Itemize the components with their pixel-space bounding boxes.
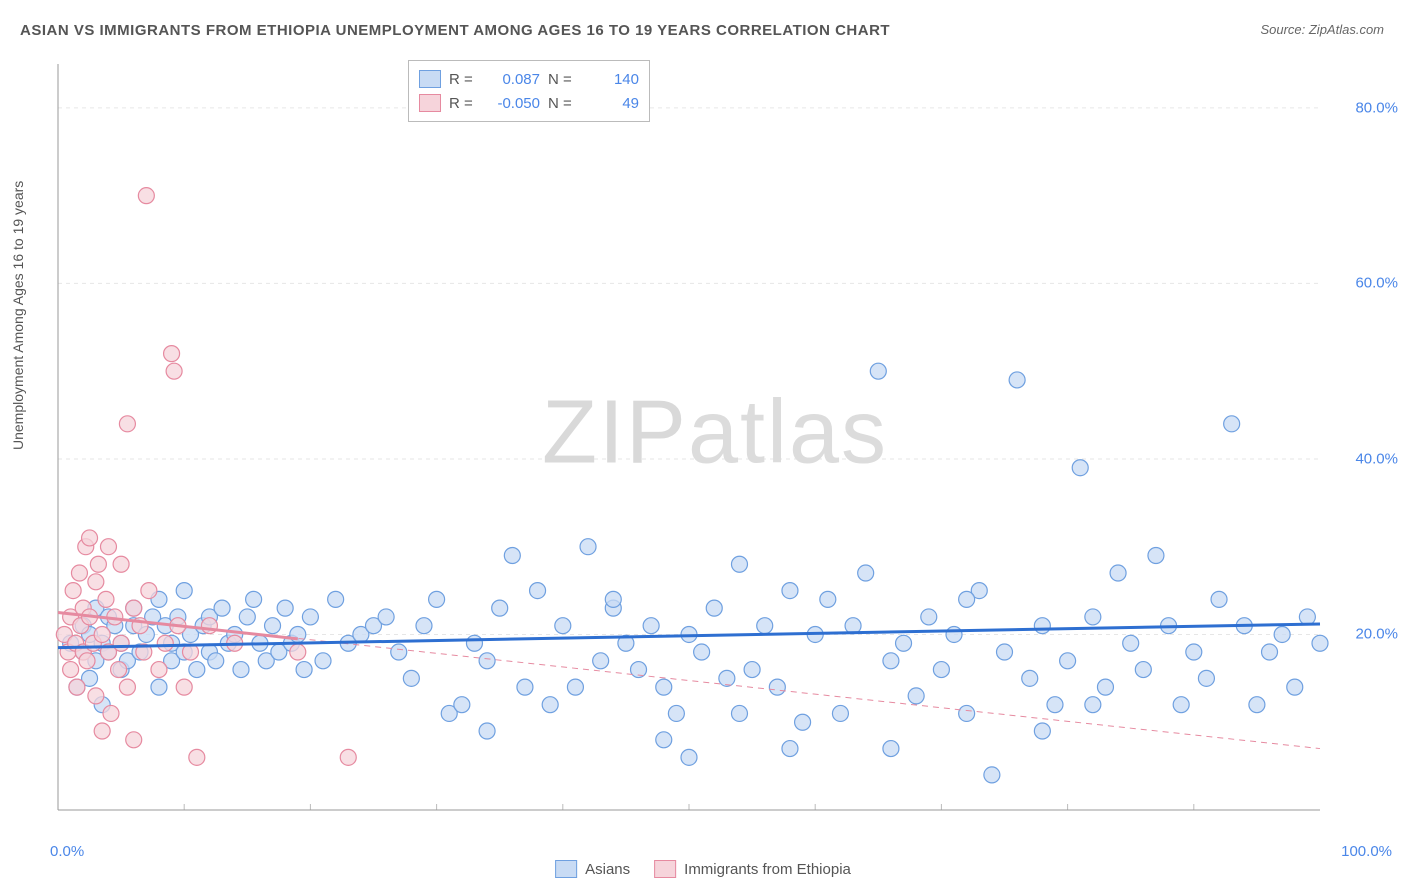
- y-tick: 20.0%: [1355, 626, 1398, 643]
- legend-row-asians: R = 0.087 N = 140: [419, 67, 639, 91]
- legend-item-ethiopia: Immigrants from Ethiopia: [654, 860, 851, 878]
- r-label: R =: [449, 95, 477, 112]
- r-value-asians: 0.087: [485, 71, 540, 88]
- plot-svg: [50, 58, 1380, 840]
- r-label: R =: [449, 71, 477, 88]
- series-legend: Asians Immigrants from Ethiopia: [555, 860, 851, 878]
- source-attribution: Source: ZipAtlas.com: [1260, 22, 1384, 37]
- y-tick: 60.0%: [1355, 275, 1398, 292]
- n-value-ethiopia: 49: [584, 95, 639, 112]
- legend-row-ethiopia: R = -0.050 N = 49: [419, 91, 639, 115]
- n-label: N =: [548, 95, 576, 112]
- swatch-ethiopia: [419, 94, 441, 112]
- legend-label-ethiopia: Immigrants from Ethiopia: [684, 861, 851, 878]
- swatch-ethiopia-icon: [654, 860, 676, 878]
- y-axis-label: Unemployment Among Ages 16 to 19 years: [10, 181, 26, 450]
- correlation-legend: R = 0.087 N = 140 R = -0.050 N = 49: [408, 60, 650, 122]
- x-tick-100: 100.0%: [1341, 843, 1392, 860]
- r-value-ethiopia: -0.050: [485, 95, 540, 112]
- n-value-asians: 140: [584, 71, 639, 88]
- chart-title: ASIAN VS IMMIGRANTS FROM ETHIOPIA UNEMPL…: [20, 22, 890, 39]
- n-label: N =: [548, 71, 576, 88]
- legend-label-asians: Asians: [585, 861, 630, 878]
- y-tick: 80.0%: [1355, 99, 1398, 116]
- swatch-asians-icon: [555, 860, 577, 878]
- y-tick: 40.0%: [1355, 450, 1398, 467]
- scatter-plot: ZIPatlas: [50, 58, 1380, 840]
- x-tick-0: 0.0%: [50, 843, 84, 860]
- legend-item-asians: Asians: [555, 860, 630, 878]
- swatch-asians: [419, 70, 441, 88]
